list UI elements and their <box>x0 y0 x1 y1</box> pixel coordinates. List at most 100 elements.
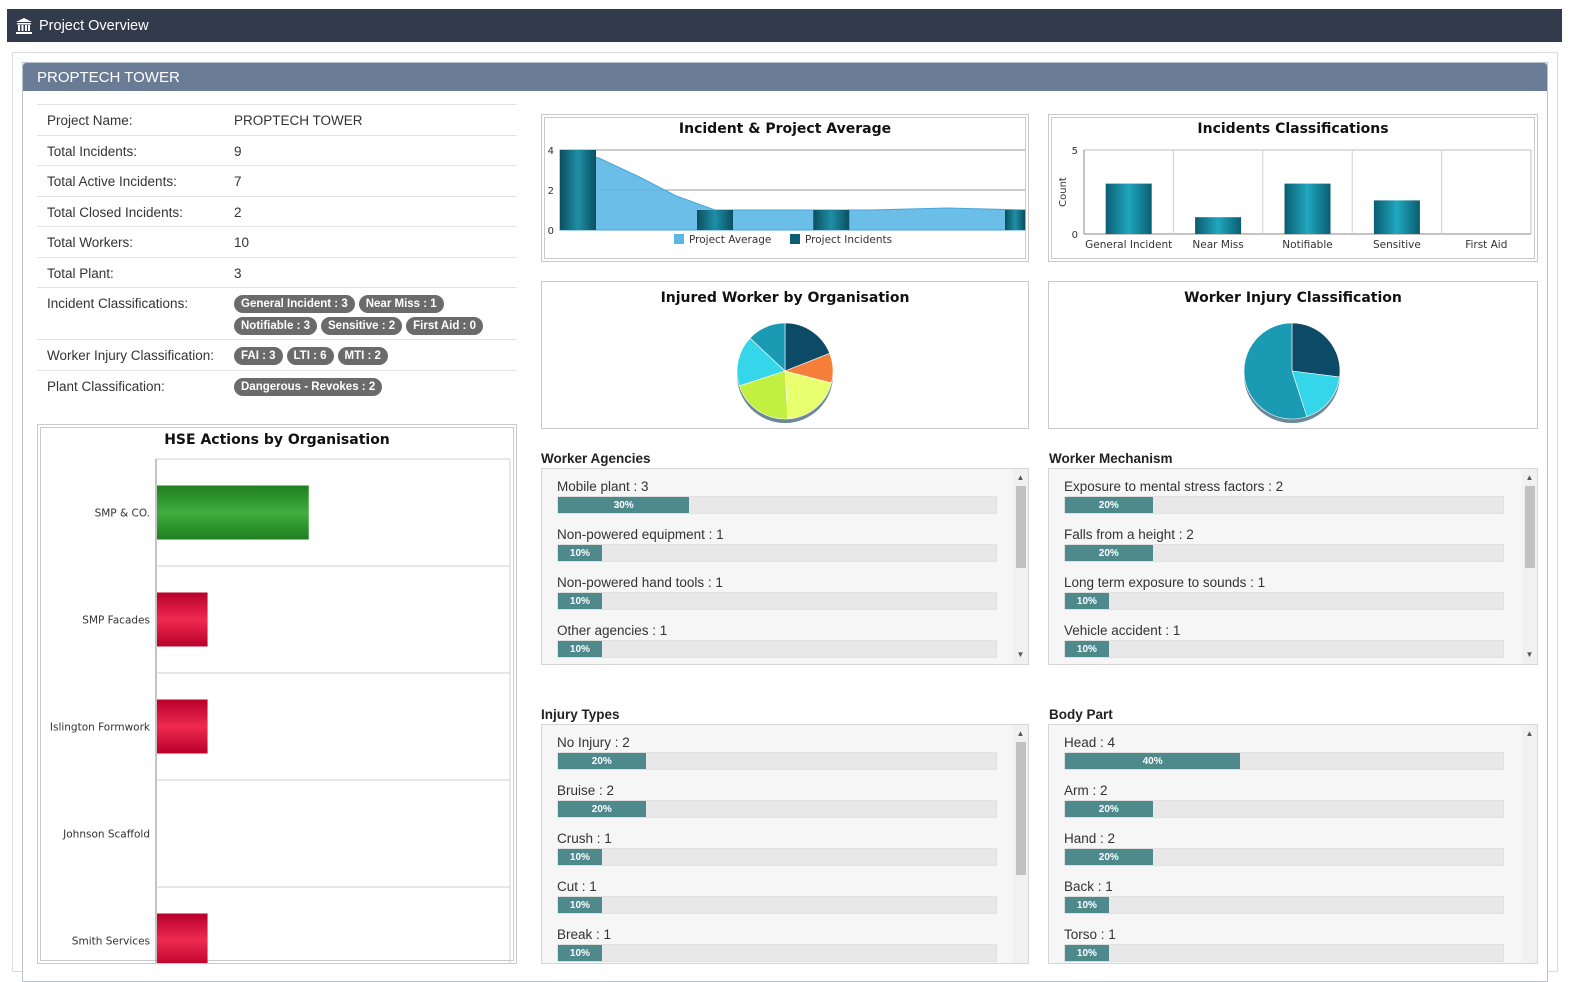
incident-bar <box>1005 210 1025 230</box>
info-value: PROPTECH TOWER <box>234 113 363 128</box>
progress-fill: 10% <box>558 641 602 657</box>
list-item-label: No Injury : 2 <box>557 735 630 750</box>
progress-bar: 30% <box>557 496 997 514</box>
info-label: Total Active Incidents: <box>47 174 177 189</box>
panel-header: PROPTECH TOWER <box>23 63 1547 91</box>
list-item-label: Other agencies : 1 <box>557 623 668 638</box>
list-item: Long term exposure to sounds : 1 10% <box>1064 575 1504 610</box>
pie-slice <box>784 322 831 372</box>
progress-bar: 10% <box>1064 592 1504 610</box>
worker-mechanism-title: Worker Mechanism <box>1049 451 1173 466</box>
progress-fill: 30% <box>558 497 690 513</box>
x-tick-label: General Incident <box>1085 239 1172 251</box>
list-item-label: Non-powered equipment : 1 <box>557 527 724 542</box>
status-badge: LTI : 6 <box>286 347 334 365</box>
plant-badges: Dangerous - Revokes : 2 <box>234 377 517 400</box>
list-item: Crush : 1 10% <box>557 831 997 866</box>
info-row: Total Closed Incidents: 2 <box>37 195 517 227</box>
scrollbar[interactable]: ▲ ▼ <box>1522 469 1537 664</box>
incident-bar <box>697 210 733 230</box>
info-label: Plant Classification: <box>47 378 165 394</box>
status-badge: Sensitive : 2 <box>321 317 403 335</box>
info-row: Project Name: PROPTECH TOWER <box>37 104 517 135</box>
series-project-average-area <box>559 149 1026 231</box>
x-tick-label: First Aid <box>1465 239 1507 251</box>
bank-icon <box>16 17 32 34</box>
progress-bar: 20% <box>1064 800 1504 818</box>
list-item: Torso : 1 10% <box>1064 927 1504 962</box>
scroll-down-icon[interactable]: ▼ <box>1016 650 1025 659</box>
incident-bar <box>560 150 596 230</box>
progress-bar: 10% <box>557 944 997 962</box>
progress-fill: 10% <box>558 545 602 561</box>
list-item: Bruise : 2 20% <box>557 783 997 818</box>
incident-bar <box>813 210 850 230</box>
scrollbar[interactable]: ▲ <box>1013 725 1028 963</box>
progress-bar: 20% <box>557 752 997 770</box>
worker-agencies-list[interactable]: Mobile plant : 3 30% Non-powered equipme… <box>541 468 1029 665</box>
scrollbar-thumb[interactable] <box>1016 742 1026 875</box>
pie-slice <box>784 370 832 420</box>
list-item: Falls from a height : 2 20% <box>1064 527 1504 562</box>
progress-bar: 20% <box>1064 544 1504 562</box>
progress-bar: 10% <box>557 544 997 562</box>
classification-bar <box>1195 217 1242 234</box>
progress-bar: 10% <box>1064 640 1504 658</box>
info-row-worker-injury: Worker Injury Classification: FAI : 3 LT… <box>37 339 517 370</box>
y-tick-label: 5 <box>1072 146 1078 157</box>
y-tick-label: 0 <box>1072 230 1078 241</box>
category-label: SMP Facades <box>82 615 150 627</box>
status-badge: Dangerous - Revokes : 2 <box>234 377 383 396</box>
list-item: Arm : 2 20% <box>1064 783 1504 818</box>
progress-fill: 10% <box>558 593 602 609</box>
chart-title: Incident & Project Average <box>678 121 892 137</box>
info-row: Total Plant: 3 <box>37 256 517 288</box>
list-item: Non-powered equipment : 1 10% <box>557 527 997 562</box>
progress-bar: 10% <box>557 592 997 610</box>
list-item-label: Falls from a height : 2 <box>1064 527 1194 542</box>
body-part-list[interactable]: Head : 4 40% Arm : 2 20% Hand : 2 20% Ba… <box>1048 724 1538 964</box>
list-item: Exposure to mental stress factors : 2 20… <box>1064 479 1504 514</box>
worker-mechanism-list[interactable]: Exposure to mental stress factors : 2 20… <box>1048 468 1538 665</box>
injured-worker-chart: Injured Worker by Organisation <box>541 281 1029 429</box>
pie-slice <box>749 322 786 372</box>
progress-fill: 20% <box>1065 545 1153 561</box>
chart-title: Incidents Classifications <box>1197 121 1389 137</box>
info-row-incident-classifications: Incident Classifications: General Incide… <box>37 287 517 339</box>
info-label: Incident Classifications: <box>47 296 189 311</box>
list-item: Non-powered hand tools : 1 10% <box>557 575 997 610</box>
injury-types-list[interactable]: No Injury : 2 20% Bruise : 2 20% Crush :… <box>541 724 1029 964</box>
info-label: Worker Injury Classification: <box>47 348 215 363</box>
category-label: Johnson Scaffold <box>62 829 150 841</box>
scroll-down-icon[interactable]: ▼ <box>1525 650 1534 659</box>
scrollbar-thumb[interactable] <box>1016 486 1026 568</box>
scroll-up-icon[interactable]: ▲ <box>1525 729 1534 738</box>
progress-bar: 40% <box>1064 752 1504 770</box>
category-label: Islington Formwork <box>50 722 151 734</box>
y-tick-label: 2 <box>548 186 554 197</box>
scroll-up-icon[interactable]: ▲ <box>1016 473 1025 482</box>
progress-fill: 10% <box>1065 641 1109 657</box>
scroll-up-icon[interactable]: ▲ <box>1525 473 1534 482</box>
list-item-label: Break : 1 <box>557 927 612 942</box>
progress-bar: 10% <box>557 640 997 658</box>
progress-fill: 20% <box>1065 497 1153 513</box>
scroll-up-icon[interactable]: ▲ <box>1016 729 1025 738</box>
x-tick-label: Near Miss <box>1192 239 1243 251</box>
list-item-label: Head : 4 <box>1064 735 1116 750</box>
classification-bar <box>1284 183 1331 234</box>
list-item: Hand : 2 20% <box>1064 831 1504 866</box>
scrollbar[interactable]: ▲ <box>1522 725 1537 963</box>
progress-fill: 10% <box>1065 593 1109 609</box>
list-item-label: Non-powered hand tools : 1 <box>557 575 723 590</box>
info-label: Total Closed Incidents: <box>47 204 183 220</box>
info-value: 3 <box>234 265 242 281</box>
info-row: Total Active Incidents: 7 <box>37 165 517 196</box>
scrollbar[interactable]: ▲ ▼ <box>1013 469 1028 664</box>
hse-action-bar <box>157 485 309 540</box>
scrollbar-thumb[interactable] <box>1525 486 1535 568</box>
status-badge: Near Miss : 1 <box>358 295 444 313</box>
info-value: 2 <box>234 204 242 220</box>
progress-fill: 20% <box>558 753 646 769</box>
list-item-label: Long term exposure to sounds : 1 <box>1064 575 1266 590</box>
